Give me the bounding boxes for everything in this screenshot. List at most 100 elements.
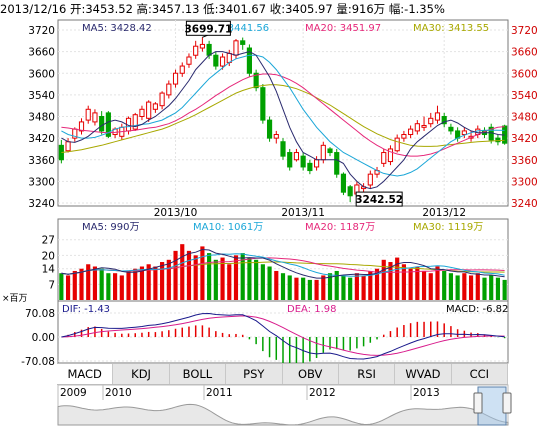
price-y-tick-right: 3300 <box>511 176 537 188</box>
volume-bar <box>254 259 259 300</box>
navigator-year-label: 2011 <box>206 387 233 399</box>
volume-bar <box>113 273 118 300</box>
volume-unit-label: ×百万 <box>2 293 28 304</box>
price-y-tick-left: 3480 <box>28 112 55 124</box>
volume-bar <box>287 275 292 300</box>
macd-y-tick: 70.08 <box>25 308 55 320</box>
candle-down <box>280 141 286 157</box>
price-y-tick-right: 3600 <box>511 68 537 80</box>
volume-bar <box>475 273 480 300</box>
volume-bar <box>435 266 440 300</box>
price-y-tick-right: 3360 <box>511 155 537 167</box>
candle-down <box>287 152 293 168</box>
volume-bar <box>65 275 71 300</box>
tab-boll[interactable]: BOLL <box>170 364 227 384</box>
price-y-tick-left: 3540 <box>28 90 55 102</box>
volume-bar <box>240 253 245 300</box>
candle-down <box>253 72 259 89</box>
macd-value-label: MACD: -6.82 <box>446 304 508 315</box>
dea-line <box>61 315 505 356</box>
candle-up <box>233 40 239 56</box>
quote-volume: 量:916万 <box>336 2 386 16</box>
candle-down <box>105 112 111 137</box>
volume-bar <box>401 264 406 300</box>
candle-up <box>132 114 138 130</box>
candle-up <box>273 134 279 139</box>
dea-label: DEA: 1.98 <box>287 304 337 315</box>
tab-kdj[interactable]: KDJ <box>113 364 170 384</box>
candle-down <box>334 152 340 175</box>
candle-down <box>206 43 212 56</box>
volume-bar <box>388 262 393 300</box>
candle-up <box>65 141 71 152</box>
quote-close: 收:3405.97 <box>269 2 333 16</box>
candle-up <box>85 108 91 121</box>
tab-rsi[interactable]: RSI <box>339 364 396 384</box>
volume-bar <box>395 257 400 300</box>
candle-up <box>172 72 179 85</box>
price-y-tick-right: 3480 <box>511 112 537 124</box>
candle-down <box>327 148 333 154</box>
navigator-year-label: 2012 <box>309 387 336 399</box>
volume-bar <box>227 264 232 300</box>
volume-bar <box>314 279 319 300</box>
volume-bar <box>482 277 487 300</box>
navigator-panel: 2009 2010 2011 2012 2013 <box>57 384 512 426</box>
indicator-tabs: MACD KDJ BOLL PSY OBV RSI WVAD CCI <box>57 363 508 385</box>
volume-bar <box>126 270 131 300</box>
price-y-tick-right: 3660 <box>511 47 537 59</box>
volume-bar <box>92 266 98 300</box>
volume-bar <box>173 250 178 300</box>
volume-bar <box>354 273 359 300</box>
candle-down <box>99 116 105 132</box>
candle-up <box>414 123 420 132</box>
candle-down <box>340 173 347 193</box>
ma30-line <box>61 84 505 153</box>
candle-down <box>213 54 219 67</box>
candle-up <box>314 159 320 168</box>
quote-open: 开:3453.52 <box>69 2 133 16</box>
macd-y-tick: 0.00 <box>32 332 55 344</box>
candle-up <box>320 144 326 161</box>
volume-bar <box>421 270 427 300</box>
candle-down <box>246 47 252 74</box>
navigator-overview-area <box>57 403 509 426</box>
price-y-tick-left: 3420 <box>28 133 55 145</box>
candle-up <box>387 148 394 163</box>
navigator-year-label: 2009 <box>60 387 87 399</box>
quote-high: 高:3457.13 <box>136 2 200 16</box>
tab-obv[interactable]: OBV <box>283 364 339 384</box>
macd-y-tick: -70.08 <box>21 356 55 368</box>
volume-bar <box>455 275 460 300</box>
volume-bar <box>361 275 366 300</box>
volume-bar <box>186 250 192 300</box>
volume-bar <box>294 277 299 300</box>
volume-bar <box>233 255 239 300</box>
candle-down <box>266 119 273 139</box>
tab-macd[interactable]: MACD <box>57 364 114 384</box>
high-marker-label: 3699.71 <box>184 23 232 35</box>
volume-bar <box>462 273 467 300</box>
candle-up <box>186 56 192 65</box>
price-x-label: 2013/10 <box>154 207 198 219</box>
dif-line <box>61 312 505 360</box>
volume-bar <box>180 244 185 300</box>
tab-wvad[interactable]: WVAD <box>395 364 452 384</box>
volume-bar <box>79 268 84 300</box>
candle-down <box>347 186 353 197</box>
tab-psy[interactable]: PSY <box>226 364 283 384</box>
quote-date: 2013/12/16 <box>0 2 67 16</box>
tab-cci[interactable]: CCI <box>452 364 508 384</box>
price-y-tick-right: 3420 <box>511 133 537 145</box>
volume-bar <box>348 277 353 300</box>
volume-bar <box>59 273 64 300</box>
low-marker-box <box>355 191 403 207</box>
volume-bar <box>99 268 104 300</box>
volume-bar <box>341 275 346 300</box>
navigator-left-handle <box>473 392 483 414</box>
volume-legend-item: MA10: 1061万 <box>193 222 263 233</box>
volume-bar <box>307 279 312 300</box>
volume-y-tick: 27 <box>42 235 55 247</box>
price-y-tick-right: 3240 <box>511 198 537 210</box>
